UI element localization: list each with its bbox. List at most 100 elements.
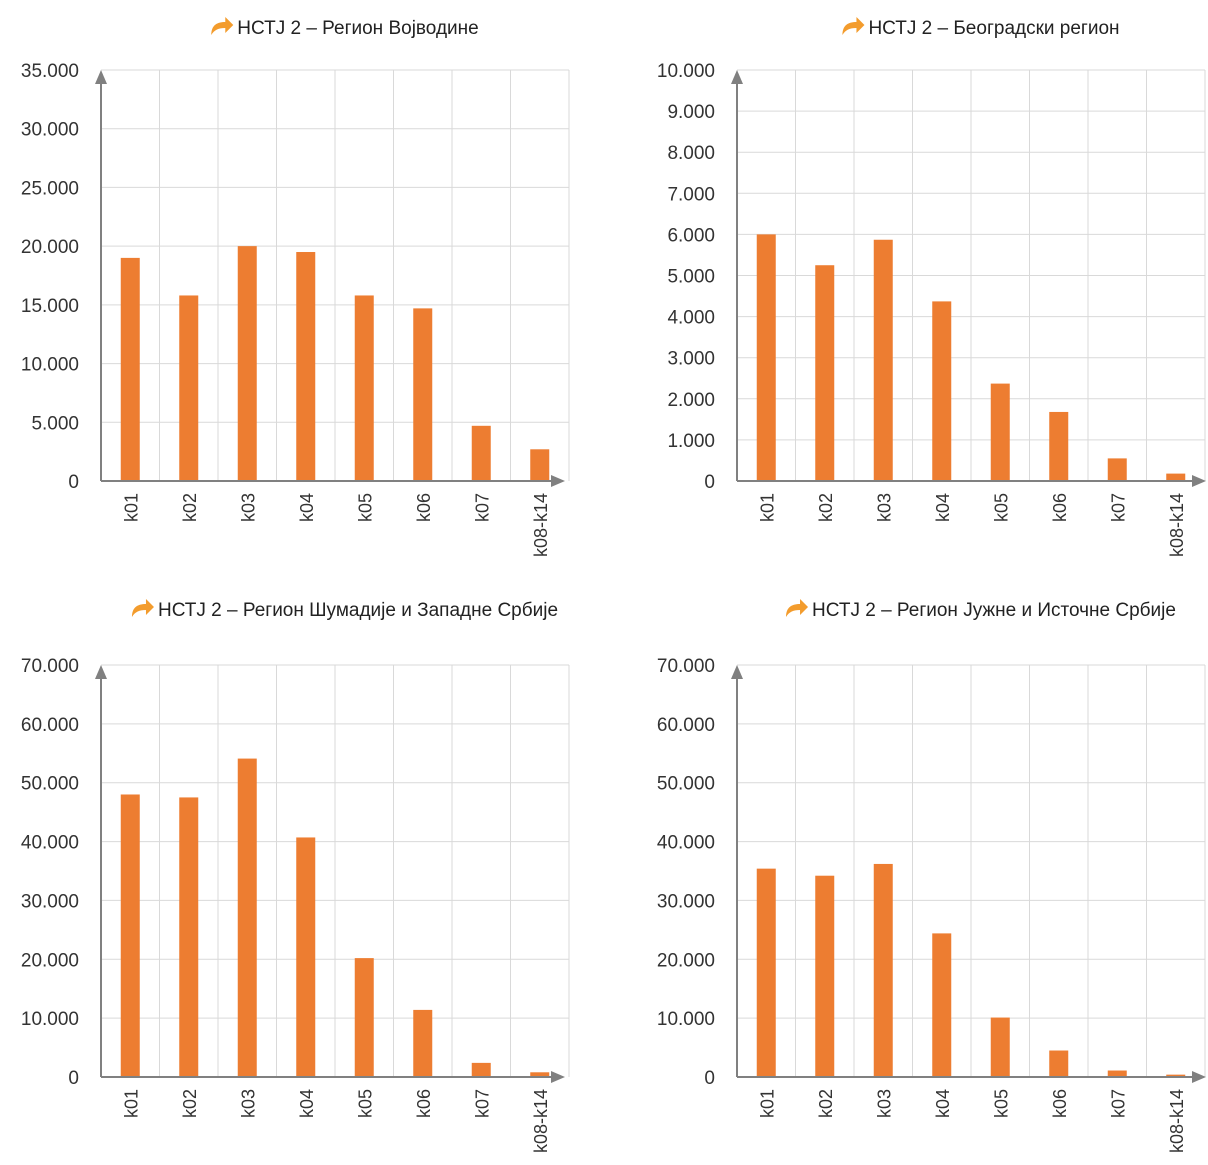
x-tick-label: k03 xyxy=(874,493,894,522)
bar-k08-k14 xyxy=(1166,473,1186,481)
y-tick-label: 40.000 xyxy=(657,833,715,854)
x-tick-label: k06 xyxy=(1050,493,1070,522)
x-tick-label: k04 xyxy=(297,493,317,522)
x-tick-label: k05 xyxy=(991,1089,1011,1118)
x-tick-label: k02 xyxy=(816,493,836,522)
chart-title: НСТЈ 2 – Регион Јужне и Источне Србије xyxy=(812,600,1176,621)
x-tick-label: k02 xyxy=(180,1089,200,1118)
chart-svg: НСТЈ 2 – Регион Шумадије и Западне Србиј… xyxy=(21,599,570,1153)
x-tick-label: k01 xyxy=(757,1089,777,1118)
y-tick-label: 5.000 xyxy=(667,267,715,288)
chart-south-east: НСТЈ 2 – Регион Јужне и Источне Србије 0 1… xyxy=(604,582,1208,1165)
y-tick-label: 8.000 xyxy=(667,143,715,164)
bar-k03 xyxy=(237,246,257,481)
y-tick-label: 35.000 xyxy=(21,61,79,82)
y-tick-label: 3.000 xyxy=(667,349,715,370)
y-tick-label: 60.000 xyxy=(21,715,79,736)
bar-k04 xyxy=(296,837,316,1077)
x-tick-label: k02 xyxy=(816,1089,836,1118)
y-tick-label: 9.000 xyxy=(667,102,715,123)
y-tick-label: 50.000 xyxy=(21,774,79,795)
chart-title-group: НСТЈ 2 – Београдски регион xyxy=(842,17,1120,39)
bar-k07 xyxy=(471,1062,491,1077)
bar-k08-k14 xyxy=(530,1072,550,1077)
bar-k02 xyxy=(179,295,199,481)
x-tick-label: k01 xyxy=(757,493,777,522)
x-axis-arrow-icon xyxy=(551,1071,565,1083)
bar-k01 xyxy=(756,234,776,481)
curved-arrow-right-icon xyxy=(211,17,234,35)
y-tick-label: 10.000 xyxy=(21,355,79,376)
x-tick-label: k04 xyxy=(933,493,953,522)
x-axis-arrow-icon xyxy=(1192,1071,1206,1083)
x-tick-label: k05 xyxy=(355,493,375,522)
x-tick-label: k05 xyxy=(991,493,1011,522)
x-tick-label: k04 xyxy=(297,1089,317,1118)
y-tick-label: 30.000 xyxy=(657,891,715,912)
y-tick-label: 10.000 xyxy=(21,1009,79,1030)
x-axis-arrow-icon xyxy=(551,475,565,487)
chart-belgrade: НСТЈ 2 – Београдски регион 0 1.000 2.000 3.0… xyxy=(604,0,1208,582)
y-tick-label: 60.000 xyxy=(657,715,715,736)
y-tick-label: 70.000 xyxy=(21,656,79,677)
bar-k06 xyxy=(1049,411,1069,481)
chart-svg: НСТЈ 2 – Регион Војводине 0 5.000 10.000 15.… xyxy=(21,17,570,557)
y-tick-label: 0 xyxy=(68,1068,79,1089)
x-tick-label: k06 xyxy=(1050,1089,1070,1118)
y-axis-arrow-icon xyxy=(95,665,107,679)
y-tick-label: 25.000 xyxy=(21,178,79,199)
bar-k07 xyxy=(1107,458,1127,481)
bar-k03 xyxy=(873,863,893,1077)
bar-k04 xyxy=(932,933,952,1077)
x-tick-label: k06 xyxy=(414,1089,434,1118)
x-tick-label: k08-k14 xyxy=(1167,493,1187,557)
bar-k02 xyxy=(815,875,835,1077)
y-tick-label: 50.000 xyxy=(657,774,715,795)
y-tick-label: 0 xyxy=(68,472,79,493)
bar-k06 xyxy=(413,1009,433,1077)
chart-sumadija: НСТЈ 2 – Регион Шумадије и Западне Србиј… xyxy=(0,582,604,1165)
bar-k05 xyxy=(990,1017,1010,1077)
y-tick-label: 0 xyxy=(704,1068,715,1089)
x-tick-label: k01 xyxy=(121,1089,141,1118)
curved-arrow-right-icon xyxy=(131,599,154,617)
y-tick-label: 2.000 xyxy=(667,390,715,411)
x-tick-label: k07 xyxy=(472,493,492,522)
bar-k06 xyxy=(413,308,433,481)
x-tick-label: k04 xyxy=(933,1089,953,1118)
y-tick-label: 20.000 xyxy=(657,950,715,971)
bar-k02 xyxy=(179,797,199,1077)
chart-title-group: НСТЈ 2 – Регион Војводине xyxy=(211,17,479,39)
bar-k04 xyxy=(932,301,952,481)
x-tick-label: k07 xyxy=(1108,1089,1128,1118)
bar-k07 xyxy=(1107,1070,1127,1077)
x-tick-label: k05 xyxy=(355,1089,375,1118)
bar-k04 xyxy=(296,252,316,481)
chart-svg: НСТЈ 2 – Београдски регион 0 1.000 2.000 3.0… xyxy=(657,17,1206,557)
bar-k05 xyxy=(354,295,374,481)
x-tick-label: k03 xyxy=(238,1089,258,1118)
bar-k06 xyxy=(1049,1050,1069,1077)
y-tick-label: 7.000 xyxy=(667,184,715,205)
y-tick-label: 30.000 xyxy=(21,120,79,141)
y-tick-label: 20.000 xyxy=(21,237,79,258)
bar-k08-k14 xyxy=(530,449,550,481)
x-tick-label: k07 xyxy=(472,1089,492,1118)
chart-title: НСТЈ 2 – Регион Војводине xyxy=(237,18,478,39)
bar-k03 xyxy=(237,758,257,1077)
chart-title-group: НСТЈ 2 – Регион Јужне и Источне Србије xyxy=(786,599,1176,621)
y-axis-arrow-icon xyxy=(731,665,743,679)
y-tick-label: 4.000 xyxy=(667,308,715,329)
x-tick-label: k08-k14 xyxy=(531,493,551,557)
bar-k01 xyxy=(120,257,140,481)
bar-k03 xyxy=(873,239,893,481)
curved-arrow-right-icon xyxy=(786,599,809,617)
chart-title: НСТЈ 2 – Београдски регион xyxy=(868,18,1119,39)
y-tick-label: 5.000 xyxy=(31,413,79,434)
chart-title: НСТЈ 2 – Регион Шумадије и Западне Србиј… xyxy=(158,600,558,621)
chart-svg: НСТЈ 2 – Регион Јужне и Источне Србије 0 1… xyxy=(657,599,1206,1153)
x-tick-label: k02 xyxy=(180,493,200,522)
bar-k02 xyxy=(815,265,835,481)
x-axis-arrow-icon xyxy=(1192,475,1206,487)
y-tick-label: 10.000 xyxy=(657,1009,715,1030)
